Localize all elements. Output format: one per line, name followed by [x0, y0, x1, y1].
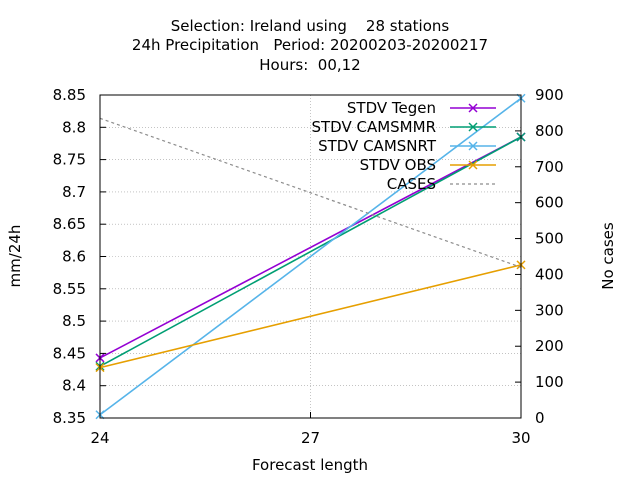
- legend-marker-stdv-camsnrt: [468, 141, 478, 151]
- y2-tick-label: 900: [535, 86, 564, 104]
- legend-label-stdv-tegen: STDV Tegen: [347, 99, 436, 117]
- marker-stroke: [468, 160, 478, 170]
- legend-marker-stdv-camsmmr: [468, 122, 478, 132]
- y2-tick-label: 700: [535, 158, 564, 176]
- x-tick-label: 30: [511, 429, 530, 447]
- marker-stroke: [468, 141, 478, 151]
- chart-title-line-2: 24h Precipitation Period: 20200203-20200…: [131, 36, 489, 54]
- legend-label-cases: CASES: [387, 175, 436, 193]
- y-tick-label: 8.85: [53, 86, 86, 104]
- y-tick-label: 8.7: [62, 183, 86, 201]
- series-line-cases: [99, 117, 522, 268]
- y-tick-label: 8.8: [62, 118, 86, 136]
- series-line-stdv-camsnrt: [99, 97, 522, 416]
- legend-marker-stdv-tegen: [468, 103, 478, 113]
- y-axis-label: mm/24h: [6, 225, 24, 288]
- legend-label-stdv-camsnrt: STDV CAMSNRT: [318, 137, 437, 155]
- marker-stroke: [468, 103, 478, 113]
- y2-tick-label: 100: [535, 373, 564, 391]
- y-tick-label: 8.55: [53, 280, 86, 298]
- legend-label-stdv-camsmmr: STDV CAMSMMR: [311, 118, 436, 136]
- x-axis-ticks: 24 27 30: [90, 412, 531, 447]
- y-tick-label: 8.65: [53, 215, 86, 233]
- x-tick-label: 24: [90, 429, 109, 447]
- y-tick-label: 8.4: [62, 377, 86, 395]
- y2-axis-ticks: 0 100 200 300 400 500 600 700 800 900: [515, 86, 564, 427]
- y-tick-label: 8.35: [53, 409, 86, 427]
- chart-title-line-3: Hours: 00,12: [259, 56, 361, 74]
- y2-axis-label: No cases: [599, 222, 617, 290]
- y2-tick-label: 300: [535, 301, 564, 319]
- x-axis-label: Forecast length: [252, 456, 368, 474]
- y-tick-label: 8.45: [53, 344, 86, 362]
- y-tick-label: 8.6: [62, 248, 86, 266]
- y2-tick-label: 0: [535, 409, 545, 427]
- y2-tick-label: 500: [535, 230, 564, 248]
- y-tick-label: 8.5: [62, 312, 86, 330]
- legend-marker-stdv-obs: [468, 160, 478, 170]
- y2-tick-label: 800: [535, 122, 564, 140]
- y2-tick-label: 200: [535, 337, 564, 355]
- legend-label-stdv-obs: STDV OBS: [360, 156, 436, 174]
- y2-tick-label: 600: [535, 194, 564, 212]
- chart-title-line-1: Selection: Ireland using 28 stations: [170, 17, 450, 35]
- series-line-stdv-tegen: [99, 136, 522, 359]
- y-axis-ticks: 8.35 8.4 8.45 8.5 8.55 8.6 8.65 8.7 8.75 8.8 8.85: [53, 86, 106, 427]
- series-line-stdv-obs: [99, 264, 522, 369]
- series-line-stdv-camsmmr: [99, 136, 522, 368]
- marker-stroke: [468, 122, 478, 132]
- y2-tick-label: 400: [535, 265, 564, 283]
- x-tick-label: 27: [301, 429, 320, 447]
- y-tick-label: 8.75: [53, 151, 86, 169]
